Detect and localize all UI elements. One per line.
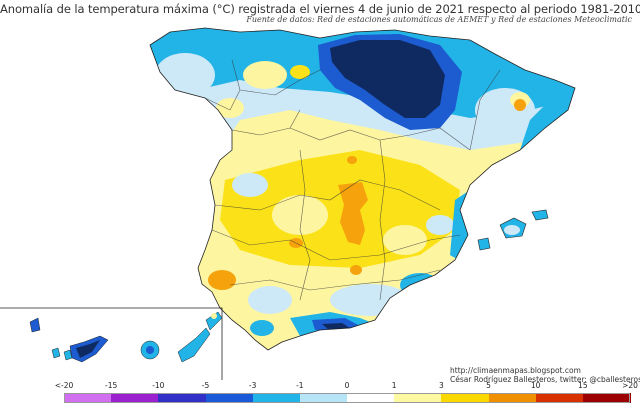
legend-label: -10 <box>152 381 165 390</box>
legend-label: -1 <box>296 381 304 390</box>
legend-swatch <box>582 393 631 403</box>
legend-border <box>64 393 630 403</box>
mainland-anomaly-field <box>150 28 575 350</box>
legend-label: 1 <box>391 381 397 390</box>
legend-label: >20 <box>622 381 638 390</box>
legend-label: -15 <box>105 381 118 390</box>
legend-label: 5 <box>486 381 491 390</box>
legend-swatch <box>205 393 254 403</box>
legend-swatch <box>441 393 490 403</box>
temperature-anomaly-map <box>0 27 576 380</box>
canary-islands-inset <box>0 307 223 380</box>
legend-swatch <box>111 393 160 403</box>
legend-swatch <box>64 393 112 403</box>
legend-swatch <box>299 393 348 403</box>
legend-swatch <box>394 393 443 403</box>
legend-swatch <box>252 393 301 403</box>
legend-swatch <box>535 393 584 403</box>
legend-swatch <box>158 393 207 403</box>
legend-label: 0 <box>344 381 350 390</box>
legend-label: 3 <box>438 381 444 390</box>
legend-label: <-20 <box>54 381 74 390</box>
legend-swatch <box>347 393 395 403</box>
legend-label: -5 <box>201 381 210 390</box>
map-title: Anomalía de la temperatura máxima (°C) r… <box>0 2 640 16</box>
data-source-subtitle: Fuente de datos: Red de estaciones autom… <box>246 15 632 24</box>
legend-label: 10 <box>530 381 541 390</box>
credit-author: César Rodríguez Ballesteros, twitter: @c… <box>450 375 640 384</box>
legend-label: -3 <box>248 381 257 390</box>
legend-label: 15 <box>578 381 588 390</box>
legend-swatch <box>488 393 537 403</box>
mainland-outline <box>149 27 576 351</box>
color-legend: <-20 -15 -10 -5 -3 -1 0 1 3 5 10 15 >20 <box>0 381 640 406</box>
credit-website: http://climaenmapas.blogspot.com <box>450 366 581 375</box>
